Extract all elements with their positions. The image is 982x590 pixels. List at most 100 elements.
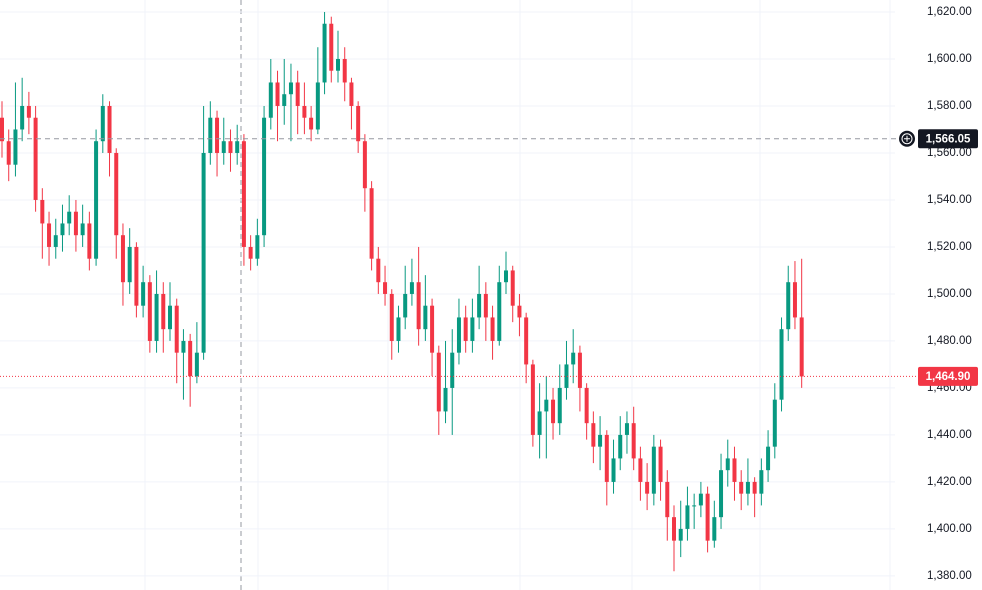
candle-body [356,105,361,142]
candle-body [329,23,334,71]
candle-body [235,141,240,153]
crosshair-label-box [918,129,978,149]
candle-body [430,305,435,353]
candle-body [651,446,656,494]
candle-body [309,117,314,130]
candle-body [215,117,220,153]
candle-body [517,305,522,318]
candle-body [705,493,710,541]
candle-body [362,141,367,189]
candle-body [20,105,25,130]
candle-body [463,317,468,341]
y-tick-label: 1,380.00 [927,570,972,582]
candle-body [369,188,374,259]
candle-body [456,317,461,353]
candle-body [275,82,280,106]
candle-body [732,458,737,482]
candle-body [745,481,750,494]
candle-body [524,317,529,365]
candle-body [624,423,629,435]
candle-body [141,282,146,306]
crosshair-label: 1,566.05 [926,133,971,145]
candle-body [262,117,267,236]
candle-body [181,340,186,353]
candle-body [107,105,112,153]
candle-body [100,105,105,142]
candle-body [94,141,99,259]
candle-body [322,23,327,83]
candle-body [779,329,784,400]
candle-body [114,152,119,236]
candle-body [436,352,441,412]
candle-body [40,199,45,224]
y-tick-label: 1,580.00 [927,100,972,112]
candle-body [336,58,340,71]
candle-body [248,246,253,259]
candle-body [591,423,596,447]
candle-body [551,399,556,424]
candle-body [766,446,771,471]
candle-body [389,293,394,341]
plus-icon [904,135,910,142]
y-tick-label: 1,600.00 [927,53,972,65]
candle-body [510,270,515,306]
candle-body [87,223,92,259]
candle-body [423,305,428,330]
candle-body [712,517,717,541]
candle-body [490,317,495,341]
candle-body [584,387,589,424]
candle-body [470,317,475,341]
candle-body [241,141,246,247]
candle-body [6,141,11,165]
candle-body [450,352,455,388]
candle-body [665,481,670,518]
candle-body [53,235,58,247]
candle-body [537,411,542,435]
candle-body [739,481,744,494]
candle-body [611,458,616,482]
candle-body [201,152,206,353]
candle-body [295,82,300,106]
candle-body [80,223,85,236]
candle-body [786,282,791,330]
y-tick-label: 1,420.00 [927,476,972,488]
candle-body [376,258,381,283]
candle-body [672,517,676,541]
y-tick-label: 1,500.00 [927,288,972,300]
candle-body [752,481,757,494]
candle-body [772,399,777,447]
candle-body [288,82,293,95]
candle-body [127,246,132,283]
candle-body [221,141,226,153]
candle-body [174,305,179,353]
candle-body [497,282,502,341]
candle-body [188,340,193,377]
plus-icon-ring [901,133,913,145]
candle-body [557,387,562,424]
candle-body [315,82,320,130]
candle-body [443,387,448,412]
candle-body [154,293,159,341]
candle-body [60,223,65,236]
candle-body [268,82,273,118]
candle-body [208,117,213,153]
candle-body [409,282,414,294]
candle-body [416,282,421,330]
candle-body [544,399,549,412]
candle-body [73,211,78,236]
candle-body [26,105,31,118]
candle-body [598,434,603,447]
candle-body [658,446,663,482]
y-tick-label: 1,400.00 [927,523,972,535]
candle-body [604,434,609,482]
last-price-box [918,366,978,386]
candle-body [618,434,623,459]
y-tick-label: 1,520.00 [927,241,972,253]
candle-body [33,117,38,200]
candle-body [134,246,139,306]
candle-body [678,528,683,541]
candle-body [67,211,72,224]
candle-body [396,317,401,341]
